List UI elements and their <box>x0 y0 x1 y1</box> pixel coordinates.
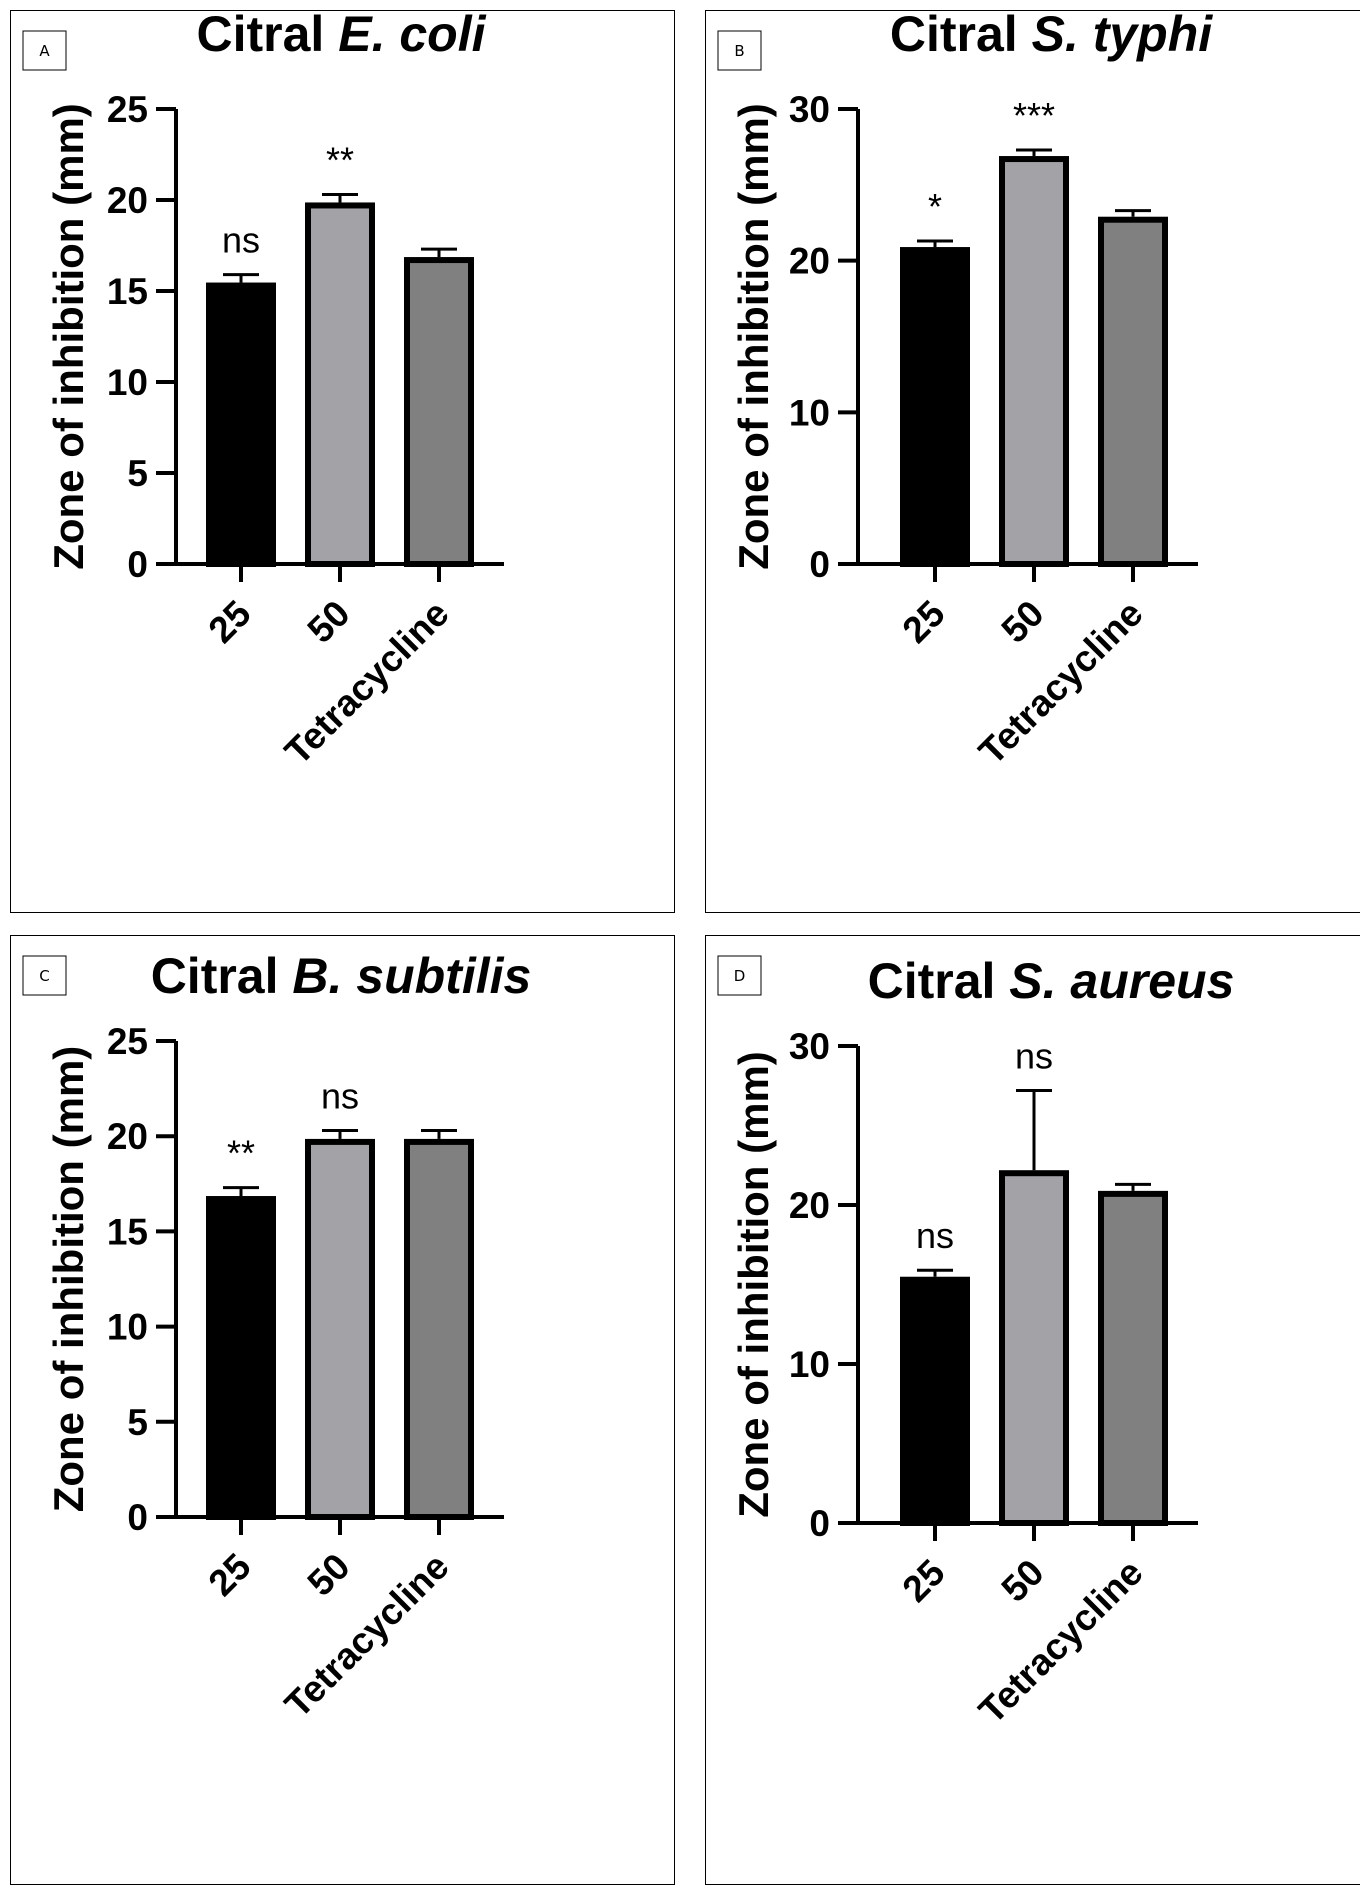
chart-title-organism: B. subtilis <box>292 948 531 1004</box>
chart-svg: C Citral B. subtilis Zone of inhibition (m… <box>22 948 532 1725</box>
significance-label: ns <box>222 220 260 261</box>
significance-label: ns <box>321 1075 359 1116</box>
panel-label-box <box>22 955 67 996</box>
y-tick-label: 10 <box>789 1344 830 1385</box>
significance-label: ns <box>916 1215 954 1256</box>
significance-label: * <box>928 186 942 227</box>
significance-label: ** <box>227 1133 255 1174</box>
chart-svg: D Citral S. aureus Zone of inhibition (mm)… <box>717 953 1235 1731</box>
bar <box>1098 1190 1168 1526</box>
x-tick-label: 25 <box>201 593 259 651</box>
bar <box>206 1196 276 1520</box>
y-tick-label: 15 <box>107 271 148 312</box>
chart-title: Citral S. typhi <box>890 11 1213 62</box>
bar <box>1098 216 1168 567</box>
y-tick-label: 10 <box>107 362 148 403</box>
y-tick-label: 5 <box>127 453 148 494</box>
y-tick-label: 30 <box>789 1026 830 1067</box>
y-tick-label: 10 <box>107 1307 148 1348</box>
y-tick-label: 30 <box>789 89 830 130</box>
x-tick-label: 50 <box>300 593 358 651</box>
y-tick-label: 0 <box>127 1497 148 1538</box>
bar <box>305 202 375 568</box>
bar <box>999 156 1069 568</box>
y-tick-label: 20 <box>789 1185 830 1226</box>
chart-svg: B Citral S. typhi Zone of inhibition (mm) 0… <box>717 11 1213 772</box>
y-tick-label: 20 <box>107 180 148 221</box>
x-tick-label: 25 <box>201 1546 259 1604</box>
significance-label: ns <box>1015 1036 1053 1077</box>
y-axis-label: Zone of inhibition (mm) <box>730 1051 777 1518</box>
chart-panel-c: C Citral B. subtilis Zone of inhibition (m… <box>10 935 675 1885</box>
chart-title: Citral S. aureus <box>868 953 1235 1009</box>
x-tick-label: 50 <box>994 593 1052 651</box>
chart-title-text: Citral <box>197 11 339 62</box>
chart-title-organism: S. typhi <box>1032 11 1214 62</box>
y-tick-label: 25 <box>107 1021 148 1062</box>
significance-label: ** <box>326 140 354 181</box>
bar <box>206 282 276 567</box>
chart-title-organism: S. aureus <box>1009 953 1234 1009</box>
bar <box>305 1138 375 1521</box>
chart-panel-d: D Citral S. aureus Zone of inhibition (mm)… <box>705 935 1360 1885</box>
chart-title-organism: E. coli <box>338 11 486 62</box>
chart-title-text: Citral <box>151 948 293 1004</box>
chart-title: Citral E. coli <box>197 11 487 62</box>
y-tick-label: 0 <box>127 544 148 585</box>
y-tick-label: 0 <box>809 544 830 585</box>
chart-title-text: Citral <box>868 953 1010 1009</box>
significance-label: *** <box>1013 95 1055 136</box>
bar <box>999 1170 1069 1526</box>
panel-label-box <box>22 30 67 71</box>
panel-label: A <box>39 42 50 60</box>
x-tick-label: 50 <box>994 1552 1052 1610</box>
y-tick-label: 10 <box>789 392 830 433</box>
bar <box>404 1138 474 1521</box>
chart-title: Citral B. subtilis <box>151 948 532 1004</box>
y-axis-label: Zone of inhibition (mm) <box>45 1046 92 1513</box>
x-tick-label: 25 <box>895 593 953 651</box>
chart-svg: A Citral E. coli Zone of inhibition (mm) 0 5… <box>22 11 504 772</box>
y-axis-label: Zone of inhibition (mm) <box>45 103 92 570</box>
panel-label: B <box>734 42 744 60</box>
y-tick-label: 20 <box>789 241 830 282</box>
chart-panel-a: A Citral E. coli Zone of inhibition (mm) 0 5… <box>10 10 675 913</box>
y-tick-label: 15 <box>107 1211 148 1252</box>
y-tick-label: 25 <box>107 89 148 130</box>
y-tick-label: 20 <box>107 1116 148 1157</box>
x-tick-label: 50 <box>300 1546 358 1604</box>
bar <box>404 257 474 567</box>
panel-label-box <box>717 30 762 71</box>
y-axis-label: Zone of inhibition (mm) <box>730 103 777 570</box>
chart-panel-b: B Citral S. typhi Zone of inhibition (mm) 0… <box>705 10 1360 913</box>
bar <box>900 247 970 568</box>
panel-label: D <box>734 967 746 985</box>
y-tick-label: 5 <box>127 1402 148 1443</box>
panel-label: C <box>39 967 49 985</box>
chart-title-text: Citral <box>890 11 1032 62</box>
y-tick-label: 0 <box>809 1503 830 1544</box>
x-tick-label: 25 <box>895 1552 953 1610</box>
bar <box>900 1276 970 1527</box>
panel-label-box <box>717 955 762 996</box>
